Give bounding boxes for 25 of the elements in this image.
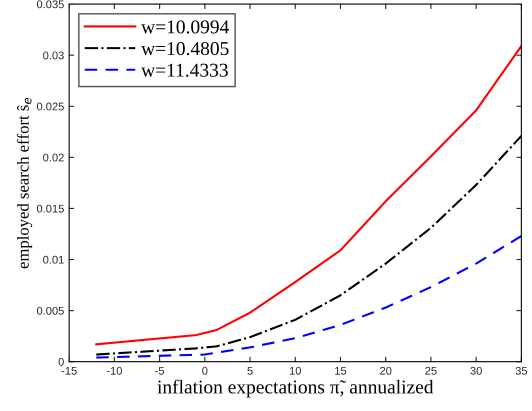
x-tick-label: -15 [62, 366, 77, 375]
y-tick-label: 0.03 [43, 51, 64, 60]
legend-label: w=11.4333 [141, 64, 228, 77]
x-tick-label: 20 [380, 366, 392, 375]
y-tick-label: 0.035 [36, 0, 64, 8]
x-tick-label: 30 [470, 366, 482, 375]
y-tick-label: 0.025 [36, 102, 64, 110]
x-tick-label: 15 [335, 366, 346, 375]
y-tick-label: 0.02 [43, 154, 64, 162]
line-series [95, 234, 522, 359]
x-tick-label: 5 [247, 366, 253, 375]
x-tick-label: 35 [516, 366, 528, 375]
x-tick-label: -5 [155, 366, 164, 375]
y-tick-label: 0 [58, 358, 64, 366]
y-tick-label: 0.005 [36, 306, 64, 315]
x-axis-title: inflation expectations π̃, annualized [157, 380, 434, 398]
x-tick-label: 0 [202, 366, 208, 375]
y-tick-label: 0.015 [36, 204, 64, 213]
legend-label: w=10.0994 [141, 20, 230, 34]
y-axis-title: employed search effort ŝ$_{e}$ [16, 98, 32, 268]
x-tick-label: 25 [425, 366, 437, 375]
x-tick-label: 10 [290, 366, 302, 375]
legend-label: w=10.4805 [141, 42, 229, 56]
x-tick-label: -10 [106, 366, 122, 375]
y-tick-label: 0.01 [43, 256, 64, 264]
